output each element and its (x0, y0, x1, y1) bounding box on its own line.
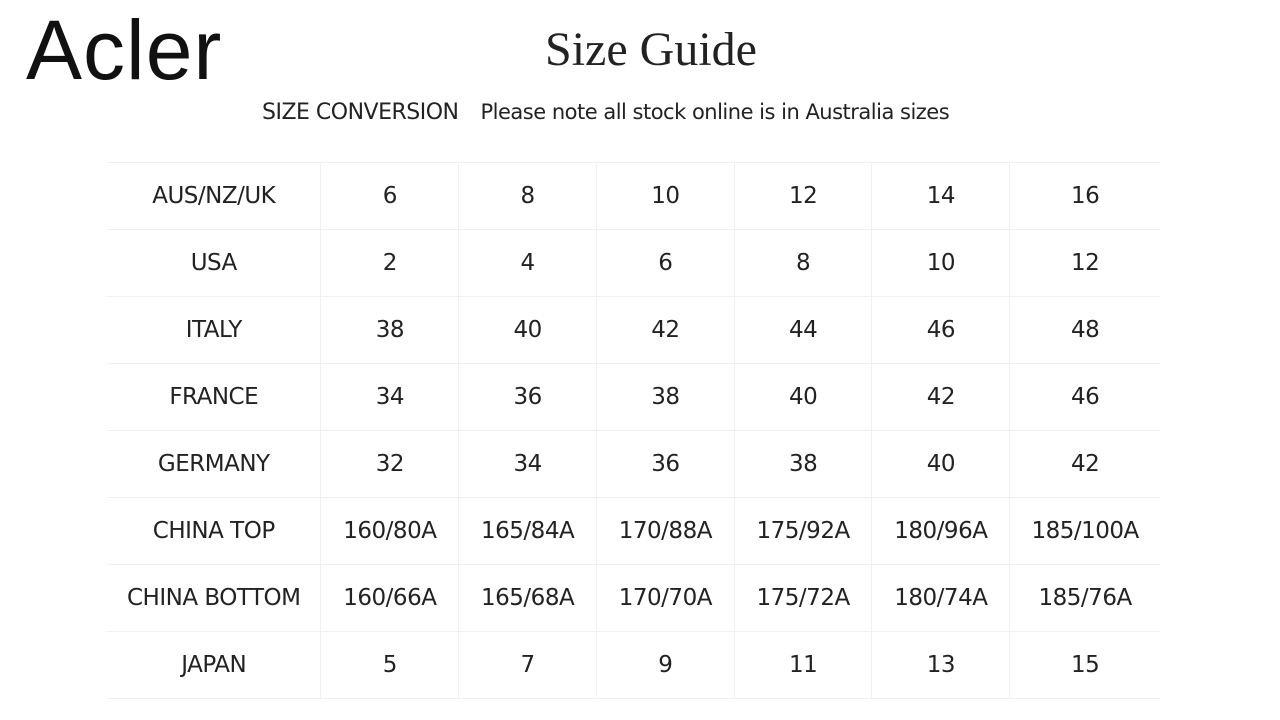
size-cell: 185/100A (1009, 497, 1160, 565)
size-cell: 14 (871, 162, 1011, 230)
size-cell: 8 (458, 162, 597, 230)
size-cell: 5 (320, 631, 460, 699)
size-cell: 170/88A (595, 497, 735, 565)
size-cell: 38 (595, 363, 735, 431)
size-cell: 180/74A (871, 564, 1011, 632)
table-row: FRANCE 34 36 38 40 42 46 (107, 363, 1160, 431)
size-cell: 6 (320, 162, 460, 230)
table-row: AUS/NZ/UK 6 8 10 12 14 16 (107, 162, 1160, 230)
size-cell: 8 (733, 229, 873, 297)
size-cell: 2 (320, 229, 460, 297)
table-row: USA 2 4 6 8 10 12 (107, 229, 1160, 297)
size-conversion-table: AUS/NZ/UK 6 8 10 12 14 16 USA 2 4 6 8 10 12 ITALY 38 40 4… (107, 162, 1160, 699)
size-cell: 38 (733, 430, 873, 498)
size-cell: 185/76A (1009, 564, 1160, 632)
size-cell: 12 (1009, 229, 1160, 297)
size-cell: 42 (1009, 430, 1160, 498)
size-cell: 170/70A (595, 564, 735, 632)
row-label: JAPAN (107, 631, 322, 699)
row-label: GERMANY (107, 430, 322, 498)
table-row: CHINA TOP 160/80A 165/84A 170/88A 175/92A 180… (107, 497, 1160, 565)
row-label: ITALY (107, 296, 322, 364)
table-row: CHINA BOTTOM 160/66A 165/68A 170/70A 175/72A… (107, 564, 1160, 632)
size-cell: 10 (871, 229, 1011, 297)
size-cell: 16 (1009, 162, 1160, 230)
size-cell: 34 (320, 363, 460, 431)
size-cell: 36 (458, 363, 597, 431)
size-cell: 15 (1009, 631, 1160, 699)
table-row: GERMANY 32 34 36 38 40 42 (107, 430, 1160, 498)
size-cell: 36 (595, 430, 735, 498)
size-cell: 32 (320, 430, 460, 498)
row-label: FRANCE (107, 363, 322, 431)
row-label: AUS/NZ/UK (107, 162, 322, 230)
size-cell: 165/84A (458, 497, 597, 565)
size-cell: 4 (458, 229, 597, 297)
size-cell: 165/68A (458, 564, 597, 632)
size-cell: 175/92A (733, 497, 873, 565)
size-cell: 160/80A (320, 497, 460, 565)
size-cell: 44 (733, 296, 873, 364)
page-title: Size Guide (545, 23, 757, 76)
row-label: USA (107, 229, 322, 297)
table-row: JAPAN 5 7 9 11 13 15 (107, 631, 1160, 699)
size-cell: 38 (320, 296, 460, 364)
size-cell: 42 (595, 296, 735, 364)
acler-logo: Acler (26, 3, 223, 97)
row-label: CHINA TOP (107, 497, 322, 565)
size-cell: 46 (871, 296, 1011, 364)
size-cell: 46 (1009, 363, 1160, 431)
size-cell: 12 (733, 162, 873, 230)
size-cell: 48 (1009, 296, 1160, 364)
subtitle: SIZE CONVERSION (262, 100, 459, 125)
size-cell: 40 (871, 430, 1011, 498)
size-cell: 160/66A (320, 564, 460, 632)
size-cell: 42 (871, 363, 1011, 431)
table-row: ITALY 38 40 42 44 46 48 (107, 296, 1160, 364)
size-cell: 34 (458, 430, 597, 498)
size-cell: 40 (733, 363, 873, 431)
size-cell: 175/72A (733, 564, 873, 632)
size-cell: 10 (595, 162, 735, 230)
size-cell: 11 (733, 631, 873, 699)
size-cell: 13 (871, 631, 1011, 699)
row-label: CHINA BOTTOM (107, 564, 322, 632)
size-cell: 180/96A (871, 497, 1011, 565)
size-cell: 7 (458, 631, 597, 699)
stock-note: Please note all stock online is in Austr… (480, 100, 950, 124)
size-cell: 40 (458, 296, 597, 364)
size-cell: 6 (595, 229, 735, 297)
size-cell: 9 (595, 631, 735, 699)
size-conversion-heading: SIZE CONVERSION Please note all stock onl… (262, 100, 950, 125)
